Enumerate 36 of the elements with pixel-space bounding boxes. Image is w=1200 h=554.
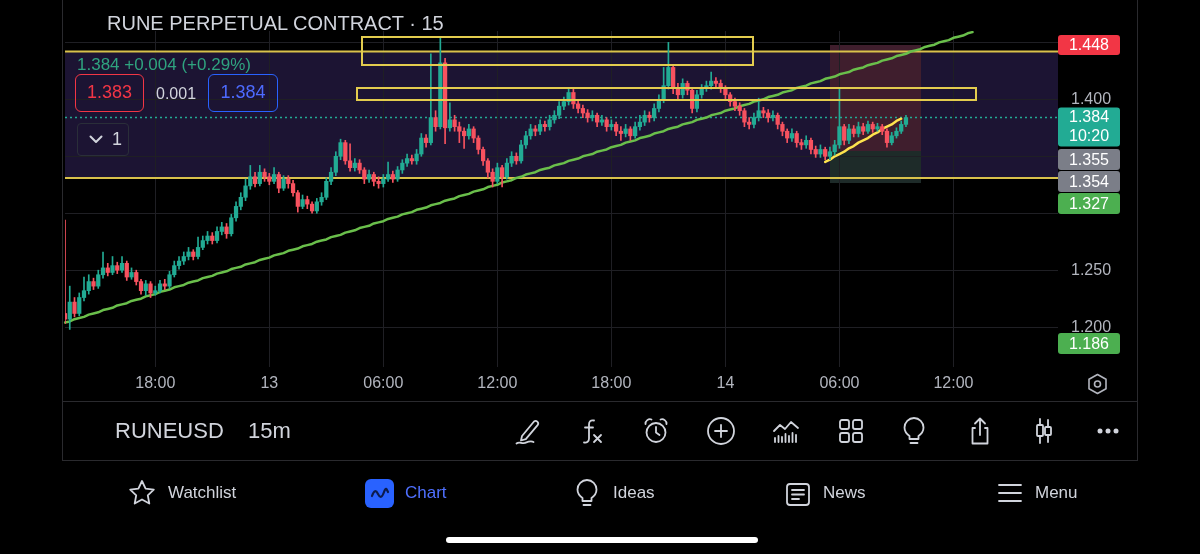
annotation: 1 [112, 129, 123, 150]
y-tick-label: 1.200 [1071, 317, 1112, 335]
annotation: 1.384 +0.004 (+0.29%) [77, 55, 251, 75]
price-button: 1.383 [75, 74, 144, 112]
text: News [823, 483, 866, 503]
x-tick-label: 14 [716, 374, 735, 392]
x-tick-label: 06:00 [819, 374, 860, 392]
x-tick-label: 06:00 [363, 374, 404, 392]
text: RUNEUSD [115, 418, 224, 444]
price-button: 1.384 [208, 74, 278, 112]
x-tick-label: 12:00 [477, 374, 518, 392]
text: 1.354 [1058, 171, 1120, 192]
candlestick [461, 127, 467, 149]
x-tick-label: 18:00 [135, 374, 176, 392]
annotation: 1.384 [220, 82, 266, 102]
candlestick [618, 126, 624, 141]
text: 1.448 [1058, 35, 1120, 55]
chart-title: RUNE PERPETUAL CONTRACT · 15 [107, 11, 444, 35]
y-tick-label: 1.400 [1071, 89, 1112, 107]
annotation: 0.001 [156, 84, 197, 103]
text: 1.355 [1058, 149, 1120, 170]
text: 1.186 [1058, 333, 1120, 354]
ref-line-label: 1.384 10:20 [1068, 107, 1110, 144]
text: Menu [1035, 483, 1078, 503]
text: Chart [405, 483, 447, 503]
y-tick-label: 1.250 [1071, 260, 1112, 278]
x-tick-label: 12:00 [933, 374, 974, 392]
annotation: 1.383 [86, 82, 133, 102]
text: 1.327 [1058, 193, 1120, 214]
text: Watchlist [168, 483, 237, 503]
text: Ideas [613, 483, 655, 503]
x-tick-label: 13 [260, 374, 279, 392]
collapse-button: 1 [77, 123, 129, 156]
x-tick-label: 18:00 [591, 374, 632, 392]
candlestick [385, 161, 391, 182]
text: 15m [248, 418, 291, 444]
